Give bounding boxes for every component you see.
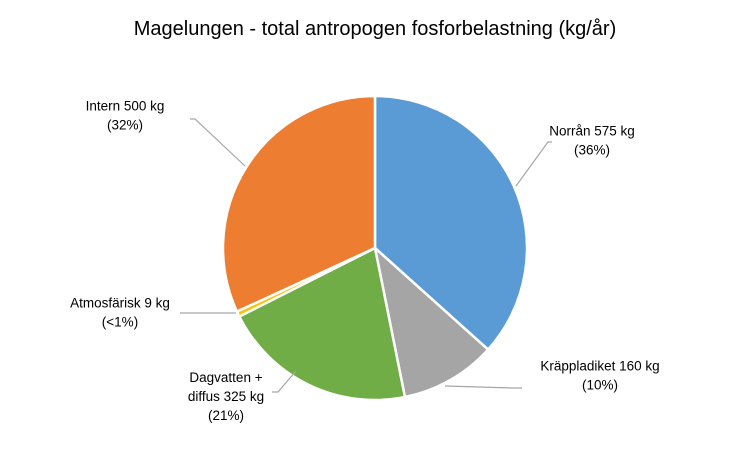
pie-slice-kräppladiket <box>373 246 490 399</box>
data-label-intern: Intern 500 kg (32%) <box>86 99 165 133</box>
pie-slice-intern <box>221 94 377 313</box>
leader-line-kräppladiket <box>444 385 522 389</box>
data-label-line: Kräppladiket 160 kg <box>540 359 659 374</box>
leader-line-intern <box>190 118 246 167</box>
data-label-atmosfärisk: Atmosfärisk 9 kg (<1%) <box>70 296 170 330</box>
data-label-line: (10%) <box>582 378 618 393</box>
data-label-line: (21%) <box>208 408 244 423</box>
data-label-dagvatten-diffus: Dagvatten + diffus 325 kg (21%) <box>188 370 264 423</box>
data-label-line: Norrån 575 kg <box>549 124 635 139</box>
data-label-line: Dagvatten + <box>189 370 262 385</box>
data-label-line: (36%) <box>574 143 610 158</box>
data-label-line: Atmosfärisk 9 kg <box>70 296 170 311</box>
data-label-norrån: Norrån 575 kg (36%) <box>549 124 635 158</box>
leader-line-norrån <box>515 141 552 187</box>
chart-title: Magelungen - total antropogen fosforbela… <box>133 18 617 40</box>
data-label-line: Intern 500 kg <box>86 99 165 114</box>
data-label-line: diffus 325 kg <box>188 389 264 404</box>
pie-slice-dagvatten-diffus <box>238 246 407 402</box>
data-label-kräppladiket: Kräppladiket 160 kg (10%) <box>540 359 659 393</box>
pie-slice-norrån <box>373 94 529 351</box>
leader-line-dagvatten-diffus <box>272 370 297 393</box>
data-label-line: (<1%) <box>102 315 138 330</box>
data-label-line: (32%) <box>107 118 143 133</box>
